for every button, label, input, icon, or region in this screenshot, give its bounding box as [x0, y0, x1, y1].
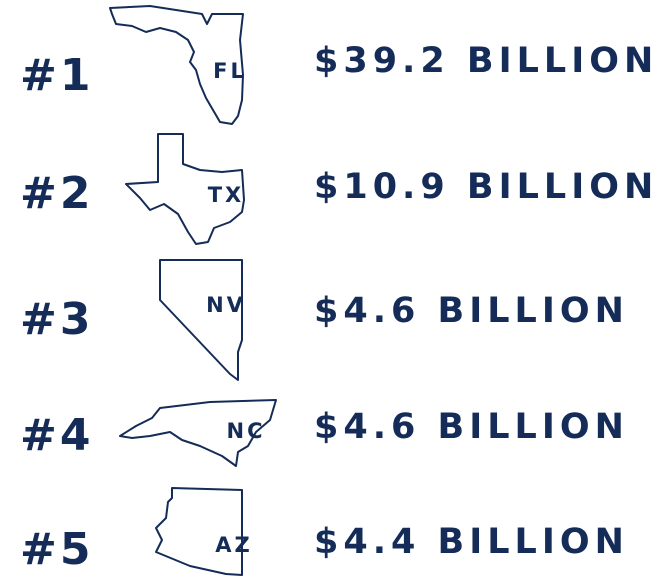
arizona-outline [155, 487, 243, 576]
nevada-outline [159, 259, 243, 381]
state-code: NC [227, 419, 266, 443]
amount: $39.2 BILLION [314, 41, 658, 81]
rank: #2 [20, 168, 93, 219]
state-code: FL [213, 59, 247, 83]
rank: #5 [20, 524, 93, 575]
state-code: TX [208, 183, 245, 207]
state-code: AZ [215, 533, 252, 557]
north-carolina-outline [119, 399, 277, 467]
amount: $4.6 BILLION [314, 291, 629, 331]
texas-outline [125, 133, 245, 245]
amount: $4.4 BILLION [314, 522, 629, 562]
amount: $4.6 BILLION [314, 407, 629, 447]
rank: #4 [20, 410, 93, 461]
rank: #3 [20, 294, 93, 345]
state-code: NV [206, 293, 246, 317]
rank: #1 [20, 50, 93, 101]
amount: $10.9 BILLION [314, 167, 658, 207]
florida-outline [109, 5, 244, 125]
